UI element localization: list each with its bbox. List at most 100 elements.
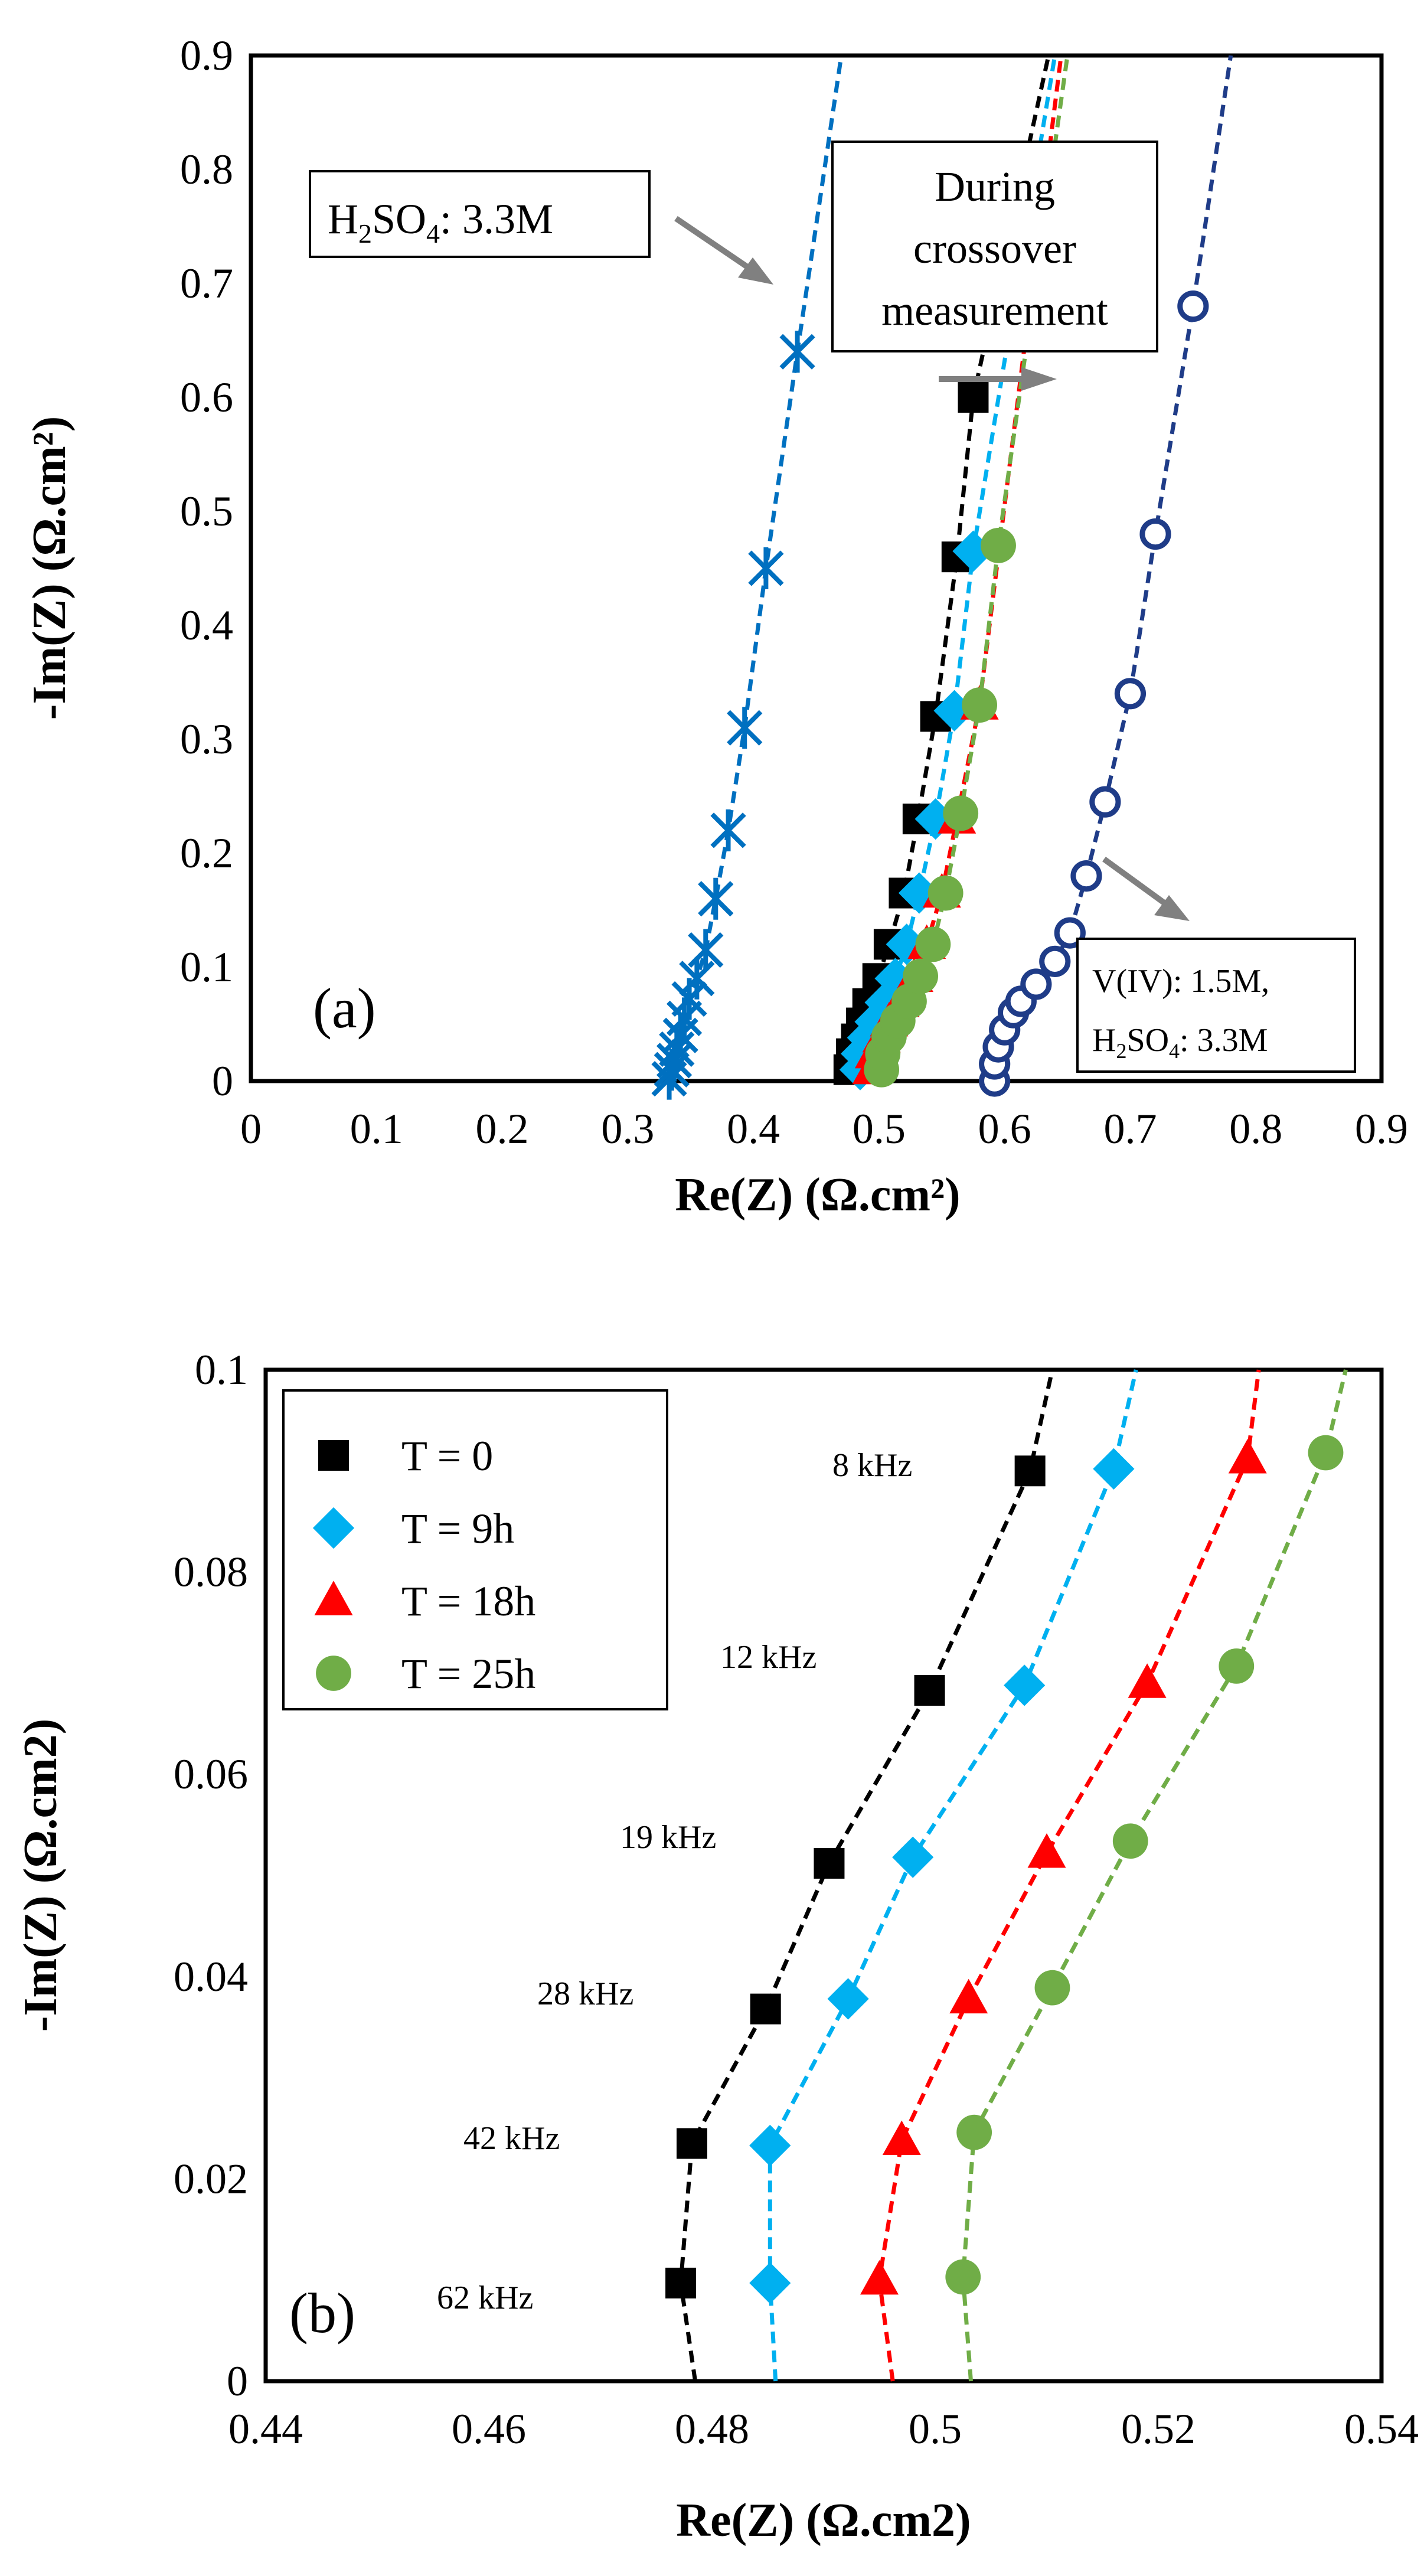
y-tick-label: 0.06 <box>174 1751 248 1798</box>
panel-label-b: (b) <box>289 2281 355 2345</box>
x-axis-title-a: Re(Z) (Ω.cm²) <box>675 1169 960 1221</box>
legend-marker <box>312 1507 355 1549</box>
freq-label-12khz: 12 kHz <box>720 1639 816 1676</box>
series-line <box>961 1369 1348 2382</box>
data-point <box>1112 1823 1148 1859</box>
data-point <box>710 809 746 851</box>
freq-label-42khz: 42 kHz <box>463 2120 560 2157</box>
legend-marker <box>318 1440 349 1471</box>
series-t-25h <box>945 1369 1348 2382</box>
series-line <box>678 1369 1054 2382</box>
legend-marker <box>316 1656 351 1691</box>
annotation-crossover: During crossover measurement <box>831 141 1158 391</box>
x-tick-label: 0.48 <box>675 2405 749 2453</box>
plot-area-a <box>249 53 1384 1083</box>
annotation-vanadium-so: SO <box>1126 1022 1169 1059</box>
annotation-vanadium: V(IV): 1.5M, H2SO4: 3.3M <box>1076 856 1356 1073</box>
data-point <box>981 528 1016 563</box>
legend-label: T = 18h <box>401 1578 535 1625</box>
x-tick-labels-a: 0 0.1 0.2 0.3 0.4 0.5 0.6 0.7 0.8 0.9 <box>240 1105 1408 1152</box>
series-line <box>767 1369 1138 2382</box>
legend-item: T = 18h <box>314 1578 535 1625</box>
panel-label-a: (a) <box>313 977 376 1040</box>
legend-label: T = 9h <box>401 1505 514 1552</box>
series-t-9h <box>749 1369 1138 2382</box>
x-tick-label: 0.4 <box>727 1105 780 1152</box>
data-point <box>945 2259 981 2295</box>
x-tick-label: 0.44 <box>228 2405 303 2453</box>
data-point <box>1308 1435 1344 1471</box>
legend-b: T = 0 T = 9h T = 18h T = 25h <box>282 1389 668 1710</box>
data-point <box>1070 860 1102 892</box>
y-axis-title-a: -Im(Z) (Ω.cm²) <box>24 416 76 720</box>
data-point <box>727 707 763 749</box>
data-point <box>892 1836 934 1878</box>
series-0 <box>651 55 844 1100</box>
data-point <box>749 2124 791 2166</box>
data-point <box>750 1993 781 2025</box>
series-line <box>877 1369 1261 2382</box>
data-point <box>1139 518 1171 550</box>
y-tick-label: 0.2 <box>180 830 233 877</box>
data-point <box>827 1978 869 2020</box>
x-tick-labels-b: 0.44 0.46 0.48 0.5 0.52 0.54 <box>228 2405 1419 2453</box>
x-tick-label: 0.6 <box>978 1105 1031 1152</box>
series-group-a <box>651 55 1233 1100</box>
x-tick-label: 0.5 <box>853 1105 906 1152</box>
x-tick-label: 0 <box>240 1105 262 1152</box>
x-axis-title-b: Re(Z) (Ω.cm2) <box>676 2495 971 2546</box>
x-tick-label: 0.5 <box>909 2405 962 2453</box>
annotation-acid-h: H <box>328 195 358 243</box>
annotation-vanadium-sub1: 2 <box>1116 1039 1126 1063</box>
x-tick-label: 0.46 <box>452 2405 526 2453</box>
legend-item: T = 25h <box>316 1650 535 1697</box>
data-point <box>749 2262 791 2304</box>
annotation-acid-sub1: 2 <box>358 218 372 249</box>
data-point <box>688 929 724 971</box>
y-tick-label: 0.08 <box>174 1549 248 1596</box>
y-tick-labels-b: 0 0.02 0.04 0.06 0.08 0.1 <box>174 1346 248 2405</box>
x-tick-label: 0.2 <box>476 1105 529 1152</box>
annotation-vanadium-line1: V(IV): 1.5M, <box>1092 963 1269 1000</box>
annotation-vanadium-h: H <box>1092 1022 1116 1059</box>
data-point <box>860 2260 899 2295</box>
data-point <box>1027 1833 1066 1868</box>
y-tick-label: 0.04 <box>174 1953 248 2000</box>
plot-area-b <box>263 1367 1384 2384</box>
data-point <box>1004 1664 1046 1706</box>
x-tick-label: 0.54 <box>1344 2405 1419 2453</box>
data-point <box>1114 678 1147 710</box>
legend-item: T = 9h <box>312 1505 514 1552</box>
annotation-vanadium-tail: : 3.3M <box>1180 1022 1268 1059</box>
series-group-b <box>665 1369 1348 2382</box>
annotation-acid-so: SO <box>372 195 426 243</box>
data-point <box>958 382 989 413</box>
data-point <box>949 1978 988 2014</box>
data-point <box>1093 1448 1135 1490</box>
data-point <box>676 2128 707 2159</box>
legend-label: T = 25h <box>401 1650 535 1697</box>
y-tick-label: 0 <box>212 1057 233 1105</box>
data-point <box>1014 1455 1046 1487</box>
data-point <box>914 1675 945 1706</box>
y-tick-label: 0.3 <box>180 716 233 763</box>
y-tick-label: 0.4 <box>180 602 233 649</box>
series-t-0 <box>665 1369 1054 2382</box>
x-tick-label: 0.3 <box>601 1105 654 1152</box>
data-point <box>962 687 998 723</box>
freq-label-8khz: 8 kHz <box>832 1447 912 1484</box>
data-point <box>927 875 964 911</box>
data-point <box>903 958 939 994</box>
data-point <box>748 547 784 589</box>
y-tick-label: 0.6 <box>180 374 233 421</box>
y-tick-label: 0.1 <box>180 943 233 991</box>
data-point <box>698 877 734 920</box>
freq-label-28khz: 28 kHz <box>537 1976 633 2012</box>
y-tick-label: 0.5 <box>180 488 233 535</box>
data-point <box>882 2120 921 2156</box>
series-line <box>667 55 844 1080</box>
panel-b: 0 0.02 0.04 0.06 0.08 0.1 0.44 0.46 0.48 0.5 0.52… <box>15 1346 1419 2546</box>
legend-marker <box>314 1581 353 1615</box>
x-tick-label: 0.9 <box>1355 1105 1408 1152</box>
